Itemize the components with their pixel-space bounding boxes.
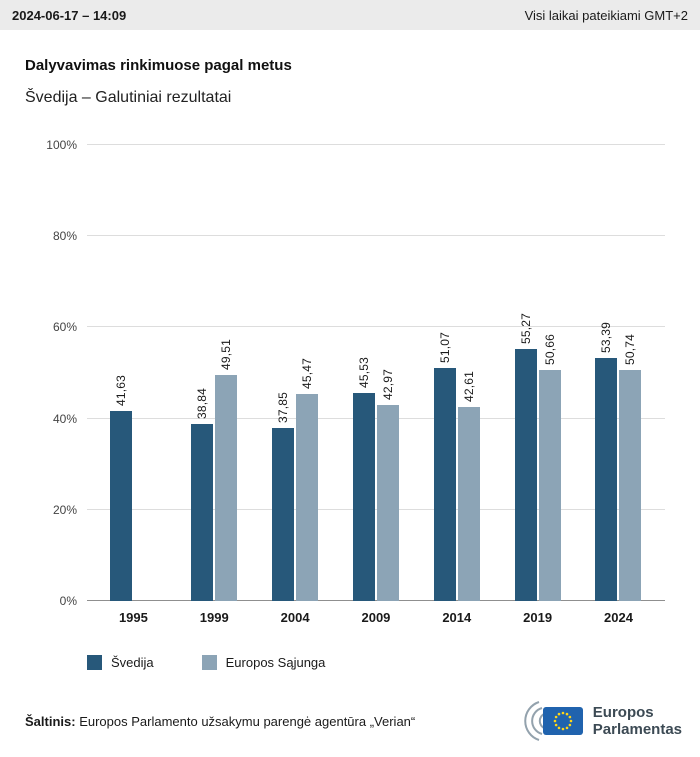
page-title: Dalyvavimas rinkimuose pagal metus	[25, 57, 292, 74]
bar-sweden-1995	[110, 411, 133, 601]
x-axis-label-2004: 2004	[280, 610, 310, 625]
eu-parliament-hemicycle-flag-icon	[524, 701, 583, 741]
gridline	[87, 417, 665, 419]
source-label: Šaltinis:	[25, 713, 76, 729]
legend-item: Europos Sąjunga	[201, 655, 326, 670]
bar-sweden-2019	[514, 348, 537, 601]
bar-value-label: 49,51	[219, 339, 234, 371]
bar-slot: 51,07	[433, 145, 456, 601]
bar-value-label: 53,39	[599, 321, 614, 353]
y-axis-tick-label: 40%	[52, 411, 77, 426]
x-axis-label-1995: 1995	[118, 610, 148, 625]
bar-slot: 45,47	[296, 145, 319, 601]
bar-group-2019: 55,27 50,66	[514, 145, 561, 601]
y-axis-tick-label: 20%	[52, 502, 77, 517]
bar-slot: 49,51	[215, 145, 238, 601]
x-axis-label-2019: 2019	[523, 610, 553, 625]
gridline	[87, 235, 665, 237]
bar-group-2009: 45,53 42,97	[352, 145, 399, 601]
bar-slot: 45,53	[352, 145, 375, 601]
datetime-label: 2024-06-17 – 14:09	[12, 7, 127, 23]
source-text: Europos Parlamento užsakymu parengė agen…	[79, 713, 416, 729]
timezone-note: Visi laikai pateikiami GMT+2	[524, 7, 688, 23]
plot-area: 0% 20% 40% 60% 80% 100% 41,63 38,84 49,51 37,85 45…	[46, 138, 665, 608]
x-axis-baseline	[87, 600, 665, 601]
bar-group-2004: 37,85 45,47	[272, 145, 319, 601]
bar-value-label: 37,85	[276, 392, 291, 424]
source-note: Šaltinis: Europos Parlamento užsakymu pa…	[25, 714, 415, 729]
x-axis-label-2009: 2009	[361, 610, 391, 625]
bar-sweden-2024	[595, 357, 618, 601]
eu-flag	[542, 707, 583, 735]
bar-value-label: 50,74	[623, 333, 638, 365]
bar-slot: 42,97	[376, 145, 399, 601]
bar-value-label: 42,97	[380, 369, 395, 401]
eu-flag-stars	[553, 711, 573, 731]
bar-sweden-1999	[191, 423, 214, 601]
page-subtitle: Švedija – Galutiniai rezultatai	[25, 89, 232, 106]
footer: Šaltinis: Europos Parlamento užsakymu pa…	[0, 697, 700, 745]
y-axis-tick-label: 0%	[59, 594, 77, 608]
x-axis-label-2014: 2014	[442, 610, 472, 625]
legend-swatch	[201, 655, 217, 670]
legend-label: Europos Sąjunga	[225, 655, 326, 670]
x-axis-label-1999: 1999	[199, 610, 229, 625]
european-parliament-logo: Europos Parlamentas	[519, 697, 682, 745]
bar-value-label: 42,61	[461, 370, 476, 402]
y-axis-tick-label: 80%	[52, 229, 77, 244]
legend-label: Švedija	[111, 655, 154, 670]
bar-chart: 0% 20% 40% 60% 80% 100% 41,63 38,84 49,51 37,85 45…	[25, 138, 665, 625]
bar-group-2014: 51,07 42,61	[433, 145, 480, 601]
logo-line1: Europos	[592, 703, 654, 721]
gridline	[87, 508, 665, 510]
bar-slot: 55,27	[514, 145, 537, 601]
bar-slot: 38,84	[191, 145, 214, 601]
bar-value-label: 41,63	[114, 375, 129, 407]
bar-slot: 41,63	[110, 145, 133, 601]
bar-slot: 37,85	[272, 145, 295, 601]
bar-value-label: 51,07	[437, 332, 452, 364]
gridline	[87, 326, 665, 328]
bar-eu-2019	[538, 370, 561, 601]
bar-value-label: 45,47	[300, 357, 315, 389]
bar-group-1999: 38,84 49,51	[191, 145, 238, 601]
bar-eu-2014	[457, 406, 480, 601]
bar-group-1995: 41,63	[110, 145, 156, 601]
y-axis-tick-label: 100%	[46, 138, 77, 152]
logo-wordmark: Europos Parlamentas	[593, 704, 682, 739]
bar-slot: 50,74	[619, 145, 642, 601]
bar-sweden-2009	[352, 393, 375, 601]
chart-legend: Švedija Europos Sąjunga	[87, 655, 700, 670]
x-axis-labels: 1995 1999 2004 2009 2014 2019 2024	[87, 610, 665, 625]
bar-sweden-2014	[433, 368, 456, 601]
bar-value-label: 50,66	[542, 333, 557, 365]
bar-sweden-2004	[272, 428, 295, 601]
bar-slot: 42,61	[457, 145, 480, 601]
bar-value-label: 55,27	[518, 312, 533, 344]
bar-value-label: 38,84	[195, 387, 210, 419]
bar-eu-2009	[376, 405, 399, 601]
bar-group-2024: 53,39 50,74	[595, 145, 642, 601]
y-axis-tick-label: 60%	[52, 320, 77, 335]
bar-slot: 50,66	[538, 145, 561, 601]
bar-slot: 53,39	[595, 145, 618, 601]
bar-eu-1999	[215, 375, 238, 601]
legend-swatch	[87, 655, 102, 670]
legend-item: Švedija	[87, 655, 154, 670]
gridline	[87, 144, 665, 145]
x-axis-label-2024: 2024	[604, 610, 633, 625]
logo-line2: Parlamentas	[592, 721, 682, 738]
bar-eu-2024	[619, 369, 642, 601]
bar-groups: 41,63 38,84 49,51 37,85 45,47 45,53 42,97 51,07…	[87, 145, 665, 601]
bar-value-label: 45,53	[356, 357, 371, 389]
bar-eu-2004	[296, 393, 319, 601]
top-bar: 2024-06-17 – 14:09 Visi laikai pateikiam…	[0, 0, 700, 30]
bar-slot	[134, 145, 156, 601]
